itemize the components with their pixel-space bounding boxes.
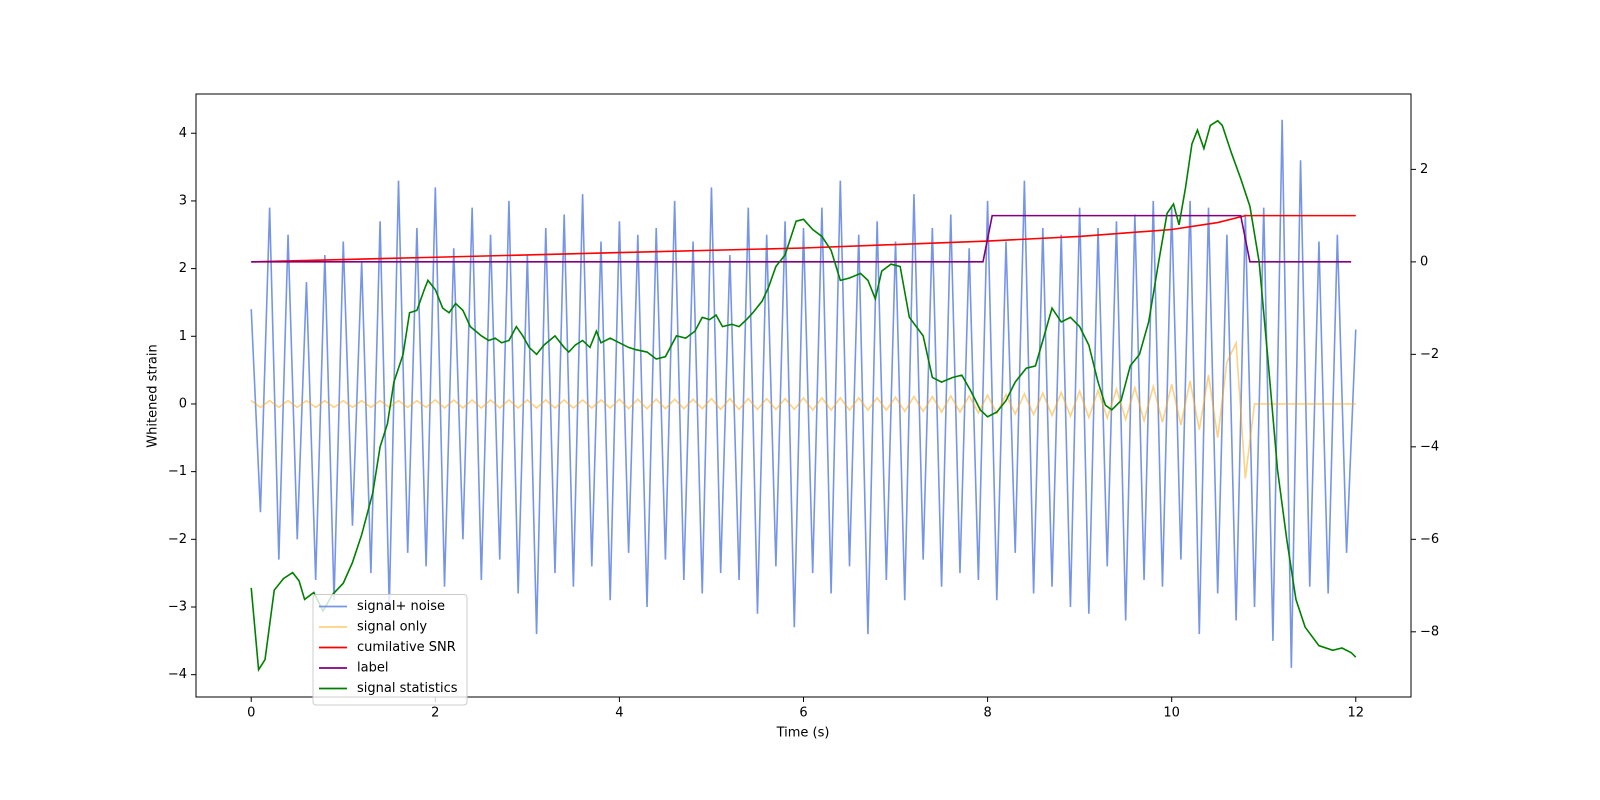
series-line	[251, 214, 1356, 263]
x-tick-label: 8	[983, 706, 991, 721]
y-tick-label: 2	[179, 261, 187, 276]
legend-label: signal+ noise	[357, 599, 445, 614]
series-line	[250, 119, 1357, 668]
x-tick-label: 4	[615, 706, 623, 721]
legend-label: label	[357, 661, 388, 676]
series-line	[250, 119, 1357, 673]
y-tick-label: −3	[168, 599, 187, 614]
y2-tick-label: −6	[1420, 532, 1439, 547]
x-tick-label: 6	[799, 706, 807, 721]
y-tick-label: −1	[168, 464, 187, 479]
legend-label: cumilative SNR	[357, 640, 456, 655]
y-tick-label: 0	[179, 396, 187, 411]
legend: signal+ noise signal only cumilative SNR la…	[312, 594, 468, 706]
legend-box	[312, 594, 468, 706]
y-tick-label: 3	[179, 193, 187, 208]
y2-tick-label: 2	[1420, 162, 1428, 177]
y-tick-label: 4	[179, 126, 187, 141]
legend-label: signal only	[357, 620, 427, 635]
y2-tick-label: −8	[1420, 624, 1439, 639]
y-tick-label: −4	[168, 667, 187, 682]
y-axis-label: Whitened strain	[146, 344, 161, 447]
x-tick-label: 10	[1163, 706, 1180, 721]
y2-tick-label: −4	[1420, 439, 1439, 454]
series-line	[250, 339, 1356, 479]
series-line	[251, 214, 1352, 263]
y-tick-label: 1	[179, 329, 187, 344]
x-tick-label: 12	[1347, 706, 1364, 721]
y2-tick-label: −2	[1420, 347, 1439, 362]
x-tick-label: 2	[431, 706, 439, 721]
x-tick-label: 0	[247, 706, 255, 721]
y2-tick-label: 0	[1420, 254, 1428, 269]
y-tick-label: −2	[168, 532, 187, 547]
x-axis-label: Time (s)	[776, 726, 830, 741]
legend-label: signal statistics	[357, 681, 458, 696]
